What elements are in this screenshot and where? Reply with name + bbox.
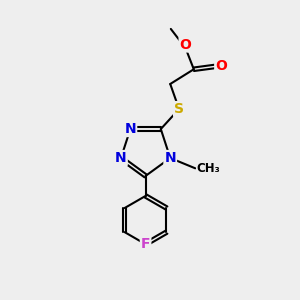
Text: S: S xyxy=(174,102,184,116)
Text: CH₃: CH₃ xyxy=(197,162,220,175)
Text: N: N xyxy=(124,122,136,136)
Text: O: O xyxy=(180,38,191,52)
Text: N: N xyxy=(115,151,127,165)
Text: O: O xyxy=(215,59,227,73)
Text: N: N xyxy=(164,151,176,165)
Text: F: F xyxy=(141,237,150,251)
